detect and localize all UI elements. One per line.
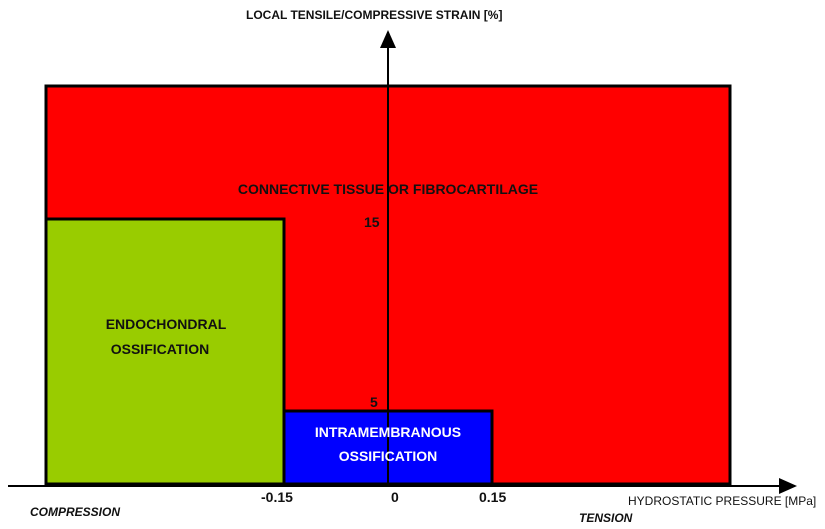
x-tick-label: -0.15 [261, 489, 293, 505]
compression-label: COMPRESSION [30, 505, 120, 519]
y-tick-label: 15 [364, 214, 380, 230]
y-tick-label: 5 [370, 394, 378, 410]
y-axis-label: LOCAL TENSILE/COMPRESSIVE STRAIN [%] [246, 8, 502, 22]
region-label: OSSIFICATION [339, 448, 438, 464]
endochondral-region [44, 217, 286, 486]
x-tick-label: 0 [391, 489, 399, 505]
region-label: ENDOCHONDRAL [106, 316, 227, 332]
region-label: OSSIFICATION [111, 341, 210, 357]
region-label: INTRAMEMBRANOUS [315, 424, 461, 440]
x-axis-label: HYDROSTATIC PRESSURE [MPa] [628, 494, 816, 508]
x-tick-label: 0.15 [479, 489, 506, 505]
region-label: CONNECTIVE TISSUE OR FIBROCARTILAGE [238, 181, 538, 197]
tension-label: TENSION [579, 511, 633, 525]
